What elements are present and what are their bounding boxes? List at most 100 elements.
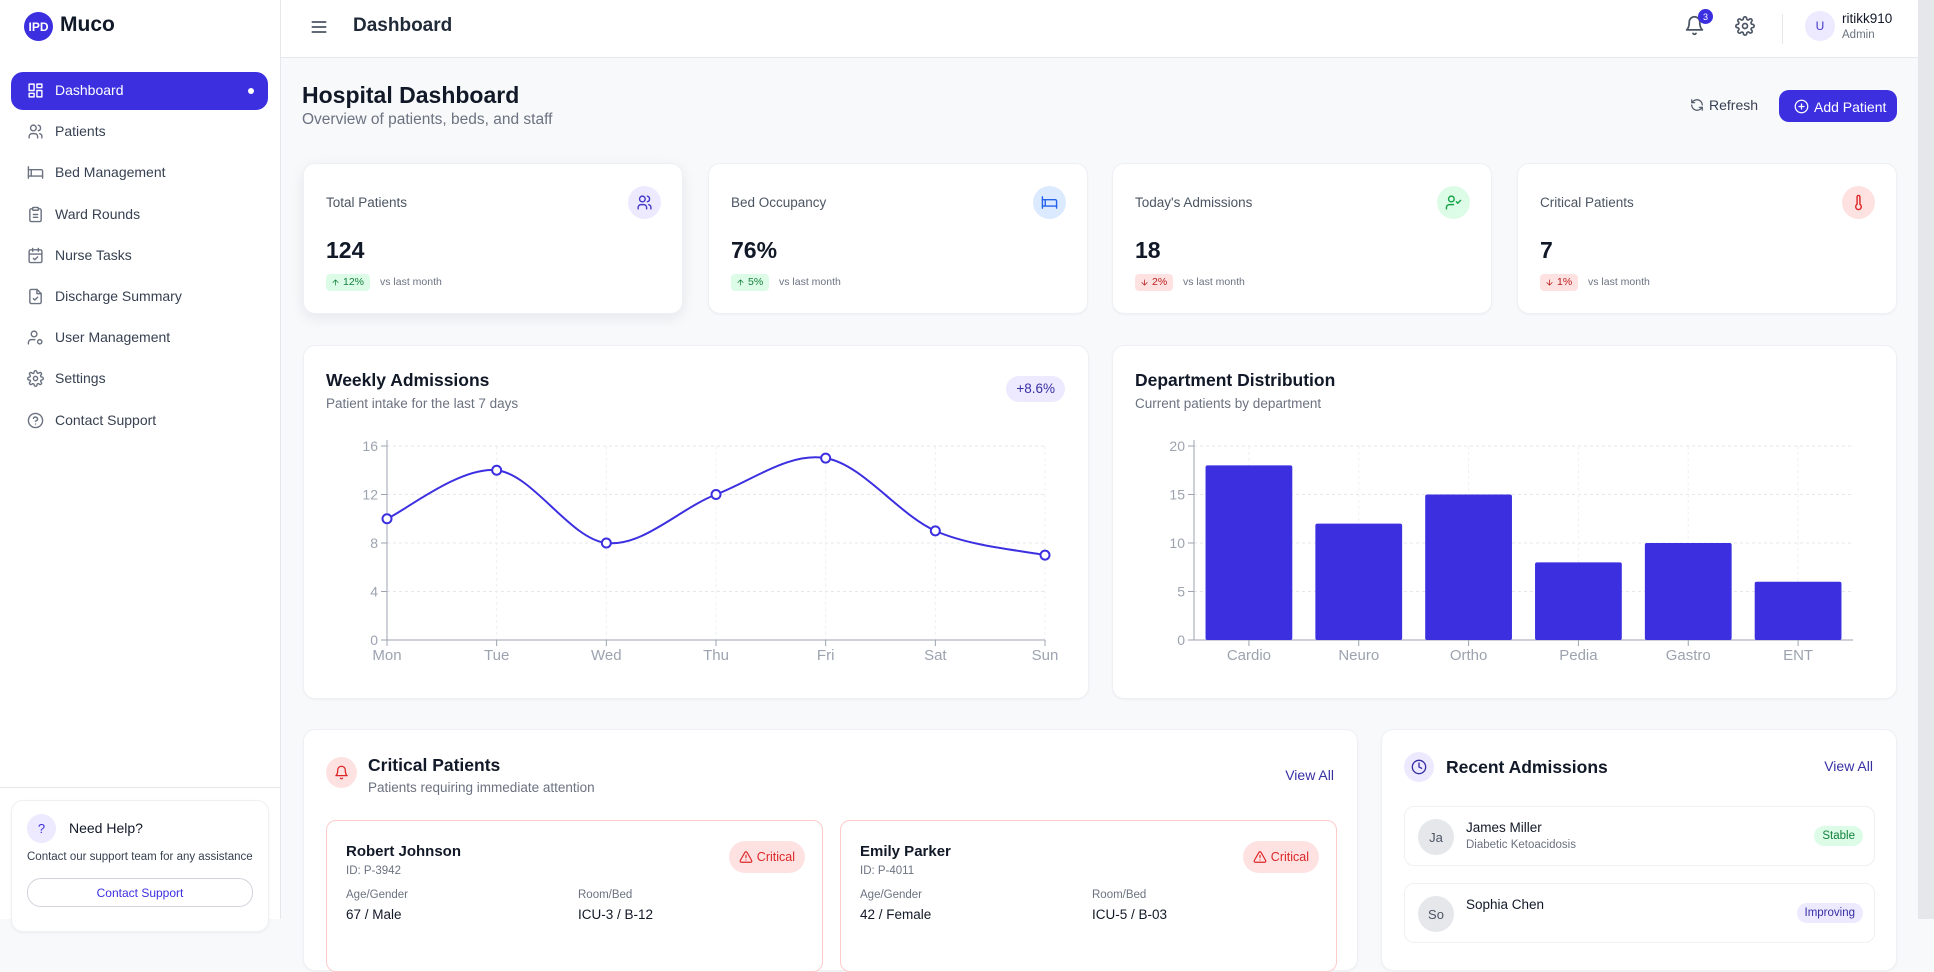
nav-label: Bed Management: [55, 164, 166, 180]
view-all[interactable]: View All: [1285, 767, 1334, 783]
critical-title: Critical Patients: [368, 755, 500, 776]
help-button[interactable]: Contact Support: [27, 878, 253, 907]
room-value: ICU-3 / B-12: [578, 907, 653, 922]
icon-shape: [31, 331, 37, 337]
x-tick-label: ENT: [1783, 647, 1813, 664]
point: [931, 526, 940, 535]
admission-status: Improving: [1797, 903, 1864, 923]
nav-label: Ward Rounds: [55, 206, 140, 222]
notification-badge: 3: [1698, 9, 1713, 24]
x-tick-label: Thu: [703, 647, 729, 664]
nav-item[interactable]: Patients: [11, 113, 268, 151]
user-role: Admin: [1842, 29, 1875, 41]
x-tick-label: Sun: [1032, 647, 1059, 664]
x-tick-label: Fri: [817, 647, 835, 664]
help-title: Need Help?: [69, 820, 143, 836]
icon-shape: [29, 93, 34, 97]
add-patient-button[interactable]: Add Patient: [1779, 90, 1897, 122]
icon-shape: [29, 250, 42, 263]
nav-label: Dashboard: [55, 82, 124, 98]
nav-label: Discharge Summary: [55, 288, 182, 304]
stat-value: 124: [326, 237, 364, 264]
icon-shape: [333, 280, 338, 285]
bar: [1645, 543, 1732, 640]
nav-item[interactable]: User Management: [11, 319, 268, 357]
y-tick-label: 4: [370, 584, 378, 600]
y-tick-label: 16: [362, 438, 378, 454]
icon-shape: [649, 205, 651, 209]
x-tick-label: Ortho: [1450, 647, 1488, 664]
nav-item[interactable]: Discharge Summary: [11, 278, 268, 316]
stat-icon: [1033, 186, 1066, 219]
icon-shape: [37, 91, 42, 97]
nav-item[interactable]: Contact Support: [11, 402, 268, 440]
icon-shape: [28, 340, 34, 344]
nav-label: Contact Support: [55, 412, 156, 428]
icon[interactable]: [1735, 16, 1755, 36]
nav-label: Patients: [55, 123, 106, 139]
app: { "brand": {"logo": "IPD", "name": "Muco…: [0, 0, 1934, 919]
icon-shape: [638, 205, 647, 209]
stat-icon: [628, 186, 661, 219]
icon: [27, 164, 44, 181]
icon-shape: [1799, 104, 1804, 109]
nav-item[interactable]: Settings: [11, 360, 268, 398]
nav-item[interactable]: Dashboard: [11, 72, 268, 110]
admission-name: James Miller: [1466, 820, 1542, 835]
age-value: 42 / Female: [860, 907, 931, 922]
icon-shape: [40, 134, 42, 138]
stat-value: 76%: [731, 237, 777, 264]
bar: [1315, 524, 1402, 640]
stat-label: Critical Patients: [1540, 195, 1634, 210]
page-title: Hospital Dashboard: [302, 82, 519, 109]
icon[interactable]: [309, 17, 329, 37]
stat-note: vs last month: [1183, 276, 1245, 288]
help-icon: ?: [27, 814, 56, 843]
icon-shape: [31, 125, 37, 131]
icon-shape: [1547, 280, 1552, 285]
y-tick-label: 8: [370, 535, 378, 551]
y-tick-label: 10: [1169, 535, 1185, 551]
nav-item[interactable]: Bed Management: [11, 154, 268, 192]
stat-icon: [1437, 186, 1470, 219]
help-box: ?Need Help?Contact our support team for …: [11, 800, 269, 932]
x-tick-label: Mon: [372, 647, 401, 664]
refresh-button[interactable]: Refresh: [1688, 94, 1758, 118]
y-tick-label: 0: [370, 632, 378, 648]
nav-item[interactable]: Nurse Tasks: [11, 237, 268, 275]
icon: [736, 278, 745, 287]
view-all[interactable]: View All: [1824, 758, 1873, 774]
x-tick-label: Wed: [591, 647, 622, 664]
critical-icon: [326, 757, 357, 788]
header-title: Dashboard: [353, 15, 452, 37]
x-tick-label: Neuro: [1338, 647, 1379, 664]
patient-id: ID: P-4011: [860, 865, 914, 877]
user-avatar[interactable]: U: [1805, 11, 1835, 41]
icon-shape: [38, 125, 40, 131]
icon: [1794, 99, 1809, 114]
icon-shape: [33, 207, 39, 210]
age-label: Age/Gender: [346, 889, 408, 901]
icon-shape: [29, 134, 38, 138]
nav-item[interactable]: Ward Rounds: [11, 196, 268, 234]
admission-avatar: Ja: [1418, 819, 1454, 855]
icon-shape: [33, 377, 37, 381]
patient-name: Emily Parker: [860, 843, 951, 860]
bar: [1425, 495, 1512, 641]
nav-label: Nurse Tasks: [55, 247, 132, 263]
point: [383, 514, 392, 523]
recent-title: Recent Admissions: [1446, 757, 1608, 778]
patient-name: Robert Johnson: [346, 843, 461, 860]
stat-value: 18: [1135, 237, 1161, 264]
stat-value: 7: [1540, 237, 1553, 264]
